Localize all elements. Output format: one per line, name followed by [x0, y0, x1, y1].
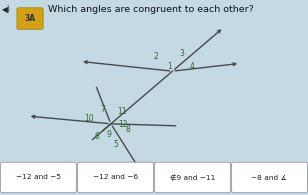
Text: 10: 10 [84, 114, 94, 123]
Text: 1: 1 [167, 62, 172, 71]
Text: 7: 7 [101, 105, 106, 114]
Text: Which angles are congruent to each other?: Which angles are congruent to each other… [48, 5, 253, 14]
Text: 2: 2 [153, 52, 158, 61]
Text: 3A: 3A [24, 14, 35, 23]
Text: 12: 12 [119, 120, 128, 129]
FancyBboxPatch shape [232, 162, 307, 193]
Text: ◀): ◀) [2, 5, 10, 14]
Text: 3: 3 [179, 49, 184, 58]
Text: 8: 8 [125, 125, 130, 134]
Text: 5: 5 [113, 140, 118, 149]
Text: 9: 9 [107, 130, 112, 139]
FancyBboxPatch shape [17, 8, 43, 29]
Text: 4: 4 [190, 62, 195, 71]
Text: −12 and −5: −12 and −5 [16, 175, 61, 180]
FancyBboxPatch shape [155, 162, 230, 193]
Text: 6: 6 [95, 132, 99, 141]
FancyBboxPatch shape [78, 162, 153, 193]
FancyBboxPatch shape [1, 162, 76, 193]
Text: 11: 11 [117, 107, 126, 116]
Text: −12 and −6: −12 and −6 [93, 175, 138, 180]
Text: −8 and ∡: −8 and ∡ [251, 175, 288, 180]
Text: ∉9 and −11: ∉9 and −11 [170, 174, 215, 181]
